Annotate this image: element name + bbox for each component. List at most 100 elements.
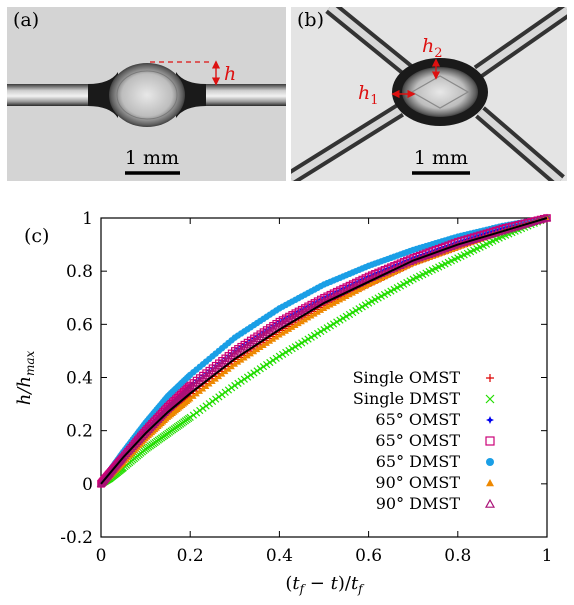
data-point bbox=[228, 363, 235, 370]
panel-a-scale-label: 1 mm bbox=[125, 147, 179, 169]
data-point bbox=[371, 278, 379, 284]
data-point bbox=[222, 368, 229, 375]
data-point bbox=[343, 293, 350, 299]
data-point bbox=[231, 361, 238, 367]
data-point bbox=[240, 342, 249, 351]
panel-b-droplet bbox=[402, 67, 478, 117]
data-point bbox=[199, 385, 207, 392]
panel-a-droplet bbox=[109, 63, 185, 127]
data-point bbox=[279, 329, 286, 336]
data-point bbox=[218, 370, 226, 377]
data-point bbox=[263, 360, 271, 369]
x-tick-label: 0.2 bbox=[177, 546, 204, 566]
data-point bbox=[250, 348, 258, 355]
data-point bbox=[314, 308, 321, 315]
legend-label: 65° OMST bbox=[375, 431, 460, 450]
x-axis-title-minus: − bbox=[304, 573, 331, 594]
data-point bbox=[187, 395, 194, 402]
data-point bbox=[282, 327, 289, 334]
data-point bbox=[266, 358, 274, 367]
data-point bbox=[346, 291, 353, 298]
chart-fit-line-group bbox=[100, 217, 548, 485]
y-tick-label: 1 bbox=[82, 209, 93, 229]
data-point bbox=[308, 312, 315, 319]
panel-b-fiber-upper-right-core bbox=[475, 7, 567, 75]
data-point bbox=[365, 281, 372, 288]
y-tick-label: 0 bbox=[82, 475, 93, 495]
x-tick-label: 1 bbox=[542, 546, 553, 566]
data-point bbox=[253, 346, 261, 353]
data-point bbox=[205, 400, 213, 408]
data-point bbox=[327, 301, 334, 308]
panel-b-droplet-facets bbox=[410, 75, 470, 109]
data-point bbox=[252, 334, 262, 343]
data-point bbox=[262, 328, 271, 336]
data-point bbox=[215, 373, 223, 380]
data-point bbox=[247, 371, 255, 379]
data-point bbox=[257, 344, 264, 351]
data-point bbox=[265, 326, 275, 334]
panel-b-h1-subscript: 1 bbox=[370, 93, 378, 108]
legend-marker bbox=[486, 479, 494, 487]
data-point bbox=[269, 335, 277, 342]
series-triangle bbox=[97, 214, 551, 487]
panel-b-fiber-lower-left-core bbox=[291, 107, 402, 181]
panel-b-h2-subscript: 2 bbox=[434, 46, 442, 61]
data-point bbox=[237, 356, 245, 363]
data-point bbox=[276, 331, 283, 338]
panel-b-fiber-upper-left-core bbox=[327, 7, 413, 75]
panel-a-right-meniscus bbox=[176, 72, 206, 118]
data-point bbox=[233, 347, 243, 355]
data-point bbox=[294, 309, 303, 318]
chart-area: -0.200.20.40.60.81 0 0.2 0.4 0.6 0.8 1 (c) h/… bbox=[14, 209, 552, 596]
series-triangle-open bbox=[96, 213, 552, 487]
y-tick-label: 0.2 bbox=[66, 422, 93, 442]
data-point bbox=[243, 373, 252, 381]
data-point bbox=[247, 350, 254, 357]
panel-b-h1-label: h1 bbox=[358, 82, 379, 108]
data-point bbox=[311, 310, 318, 317]
data-point bbox=[292, 322, 299, 329]
x-tick-label: 0.8 bbox=[444, 546, 471, 566]
series-cross bbox=[97, 214, 551, 488]
data-point bbox=[209, 378, 216, 385]
data-point bbox=[231, 381, 239, 390]
data-point bbox=[237, 377, 245, 385]
data-point bbox=[259, 363, 268, 371]
chart-legend: Single OMST Single DMST 65° OMST 65° OMST 65… bbox=[353, 368, 496, 513]
data-point bbox=[339, 294, 347, 301]
x-axis-title-open: ( bbox=[285, 573, 292, 594]
data-point bbox=[288, 324, 296, 330]
panel-a-left-meniscus bbox=[88, 72, 118, 118]
data-point bbox=[243, 340, 252, 349]
data-point bbox=[212, 395, 220, 403]
series-plus bbox=[97, 214, 551, 488]
data-point bbox=[298, 318, 305, 325]
panel-c-label: (c) bbox=[24, 225, 49, 247]
data-point bbox=[333, 298, 340, 305]
series-circle bbox=[97, 214, 551, 488]
data-point bbox=[362, 282, 369, 289]
y-tick-label: 0.4 bbox=[66, 369, 93, 389]
y-axis: -0.2 0 0.2 0.4 0.6 0.8 1 bbox=[60, 209, 547, 548]
data-point bbox=[212, 375, 219, 382]
data-point bbox=[271, 321, 281, 330]
data-point bbox=[240, 375, 248, 383]
legend-marker bbox=[486, 458, 494, 466]
data-point bbox=[355, 286, 363, 293]
x-axis-title-subscript-f: f bbox=[299, 582, 307, 596]
data-point bbox=[189, 411, 198, 419]
data-point bbox=[352, 288, 360, 294]
data-point bbox=[224, 386, 233, 394]
data-point bbox=[202, 383, 210, 389]
legend-marker bbox=[485, 394, 495, 404]
data-point bbox=[336, 296, 344, 303]
data-point bbox=[285, 326, 293, 332]
data-point bbox=[281, 316, 290, 325]
data-point bbox=[259, 330, 268, 338]
data-point bbox=[272, 354, 280, 362]
x-axis-title-slash: )/ bbox=[338, 573, 352, 594]
panel-a-height-label: h bbox=[224, 63, 236, 85]
data-point bbox=[225, 365, 232, 372]
data-point bbox=[202, 402, 210, 410]
